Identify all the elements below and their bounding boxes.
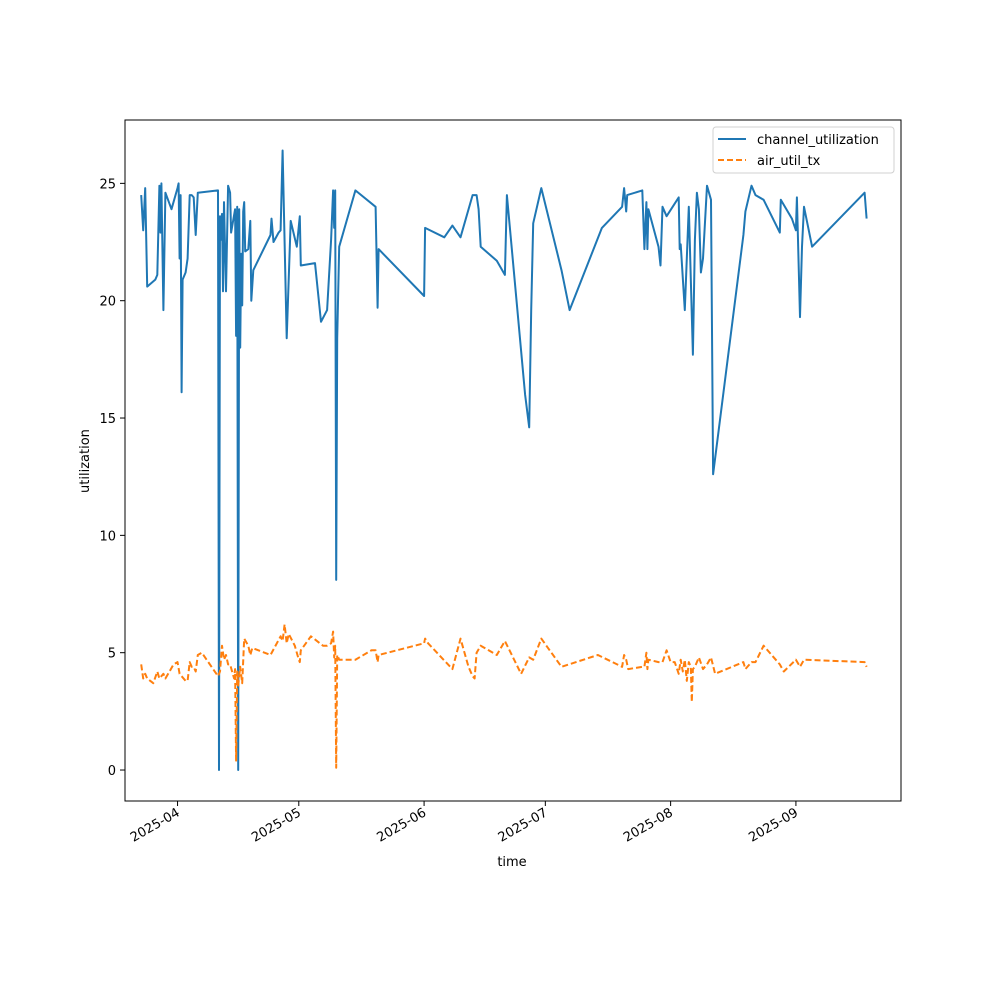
legend-box <box>712 126 895 174</box>
y-tick-label: 15 <box>99 412 116 427</box>
y-tick-label: 20 <box>99 295 116 310</box>
y-tick-label: 25 <box>99 177 116 192</box>
legend-label-air-util-tx: air_util_tx <box>757 154 821 169</box>
y-tick-label: 10 <box>99 529 116 544</box>
x-tick-label: 2025-04 <box>128 805 183 845</box>
y-axis-label: utilization <box>78 429 93 493</box>
x-axis-label: time <box>497 855 526 870</box>
legend: channel_utilization air_util_tx <box>712 126 895 174</box>
series-line-channel-utilization <box>140 149 868 771</box>
series-layer <box>140 149 868 771</box>
x-tick-label: 2025-08 <box>621 805 676 845</box>
y-axis: 0 5 10 15 20 25 <box>99 177 125 779</box>
series-line-air-util-tx <box>140 623 868 769</box>
plot-frame <box>124 119 902 802</box>
x-axis: 2025-04 2025-05 2025-06 2025-07 2025-08 2025-… <box>128 801 801 846</box>
x-tick-label: 2025-05 <box>249 805 304 845</box>
y-tick-label: 5 <box>108 647 116 662</box>
y-tick-label: 0 <box>108 764 116 779</box>
x-tick-label: 2025-09 <box>746 805 801 845</box>
x-tick-label: 2025-07 <box>496 805 551 845</box>
x-tick-label: 2025-06 <box>375 805 430 845</box>
legend-label-channel-utilization: channel_utilization <box>757 133 879 148</box>
